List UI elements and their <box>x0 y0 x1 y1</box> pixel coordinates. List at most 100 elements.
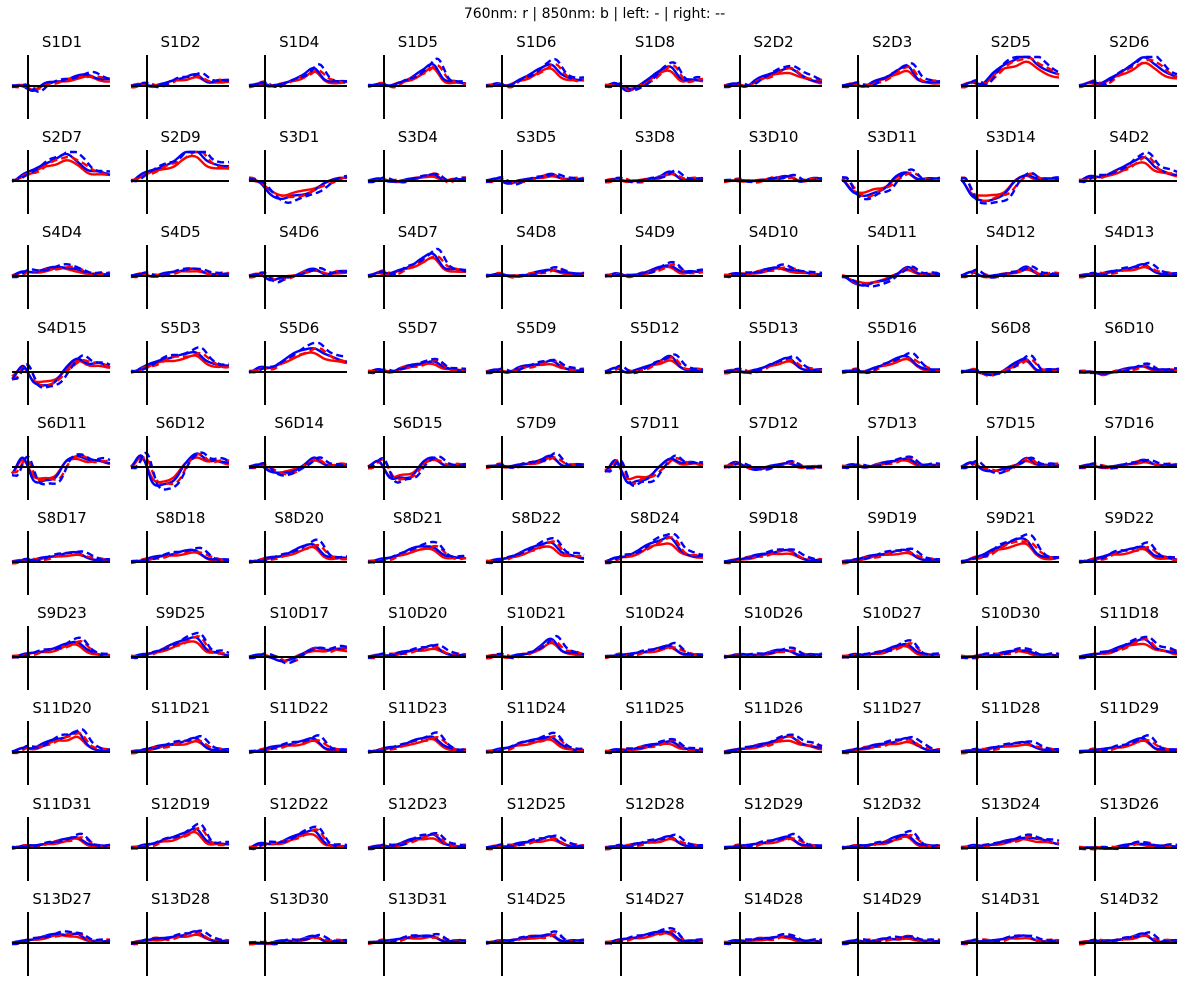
subplot-axes <box>248 245 348 310</box>
subplot-axes <box>841 435 941 500</box>
subplot-axes <box>1079 55 1178 119</box>
subplot-title: S10D17 <box>269 604 329 623</box>
subplot-s4d10: S4D10 <box>723 223 824 313</box>
subplot-axes <box>486 816 585 881</box>
subplot-s4d8: S4D8 <box>486 223 586 313</box>
subplot-s14d29: S14D29 <box>841 890 942 980</box>
subplot-title: S4D4 <box>41 223 83 242</box>
subplot-title: S9D21 <box>985 509 1036 527</box>
subplot-s8d17: S8D17 <box>11 509 112 599</box>
trace-850nm-right <box>486 929 585 944</box>
subplot-s5d13: S5D13 <box>723 318 824 409</box>
subplot-title: S14D25 <box>506 889 567 908</box>
subplot-s14d27: S14D27 <box>604 889 705 980</box>
subplot-title: S4D13 <box>1104 223 1155 242</box>
subplot-title: S14D27 <box>625 889 685 908</box>
subplot-s7d12: S7D12 <box>723 414 824 504</box>
trace-850nm-right <box>960 171 1059 205</box>
subplot-axes <box>248 55 348 119</box>
subplot-axes <box>130 721 229 786</box>
trace-760nm-right <box>367 832 466 850</box>
trace-850nm-right <box>841 639 941 659</box>
subplot-title: S7D13 <box>867 413 918 432</box>
trace-850nm-right <box>604 641 704 658</box>
subplot-axes <box>1079 626 1178 691</box>
subplot-title: S11D31 <box>32 794 92 813</box>
subplot-s1d8: S1D8 <box>604 33 705 123</box>
subplot-title: S11D18 <box>1099 604 1160 623</box>
subplot-title: S12D23 <box>388 794 448 813</box>
subplot-s3d1: S3D1 <box>248 128 349 218</box>
subplot-s2d5: S2D5 <box>960 33 1061 123</box>
subplot-s3d10: S3D10 <box>723 128 824 218</box>
subplot-title: S3D11 <box>867 128 918 147</box>
subplot-s9d22: S9D22 <box>1079 509 1179 599</box>
subplot-s7d11: S7D11 <box>604 414 705 504</box>
subplot-s5d16: S5D16 <box>841 319 942 409</box>
subplot-title: S11D27 <box>862 699 922 718</box>
subplot-s2d7: S2D7 <box>11 128 112 218</box>
subplot-title: S13D26 <box>1099 794 1160 813</box>
subplot-title: S14D31 <box>981 889 1041 908</box>
subplot-axes <box>723 245 822 310</box>
subplot-s3d4: S3D4 <box>367 128 468 218</box>
subplot-title: S3D8 <box>634 128 676 147</box>
subplot-title: S13D31 <box>388 889 448 908</box>
subplot-title: S3D14 <box>985 128 1036 147</box>
subplot-title: S6D15 <box>392 413 443 432</box>
subplot-s2d2: S2D2 <box>723 33 824 123</box>
subplot-title: S6D14 <box>274 413 325 432</box>
subplot-title: S9D22 <box>1104 509 1155 527</box>
subplot-title: S12D19 <box>150 794 211 813</box>
subplot-axes <box>1079 245 1178 310</box>
subplot-title: S1D8 <box>634 33 676 51</box>
subplot-title: S8D22 <box>511 509 562 527</box>
subplot-s7d16: S7D16 <box>1079 414 1179 504</box>
subplot-title: S11D28 <box>981 699 1041 718</box>
subplot-axes <box>604 150 704 215</box>
subplot-s6d14: S6D14 <box>248 413 349 504</box>
subplot-title: S3D5 <box>516 128 557 147</box>
subplot-s1d6: S1D6 <box>486 33 586 123</box>
subplot-s8d20: S8D20 <box>248 509 349 599</box>
subplot-title: S4D15 <box>37 318 87 337</box>
subplot-s7d9: S7D9 <box>486 414 586 504</box>
subplot-axes <box>248 911 348 976</box>
trace-850nm-right <box>960 265 1059 280</box>
subplot-axes <box>367 150 467 215</box>
subplot-s12d29: S12D29 <box>723 794 824 885</box>
subplot-axes <box>11 816 111 881</box>
subplot-axes <box>723 150 822 215</box>
subplot-axes <box>841 55 941 119</box>
subplot-title: S10D24 <box>625 604 685 623</box>
subplot-s12d23: S12D23 <box>367 794 468 885</box>
subplot-axes <box>486 55 585 119</box>
subplot-s12d28: S12D28 <box>604 795 705 885</box>
subplot-title: S14D32 <box>1099 889 1160 908</box>
subplot-axes <box>249 721 348 786</box>
subplot-title: S2D7 <box>41 128 83 147</box>
subplot-s11d26: S11D26 <box>723 699 824 789</box>
trace-850nm-right <box>12 150 111 182</box>
subplot-title: S5D6 <box>279 318 320 337</box>
subplot-title: S7D16 <box>1104 413 1155 432</box>
subplot-title: S6D12 <box>155 413 206 432</box>
subplot-s11d25: S11D25 <box>604 699 705 789</box>
subplot-axes <box>841 531 941 595</box>
subplot-axes <box>486 531 585 595</box>
subplot-axes <box>11 435 111 500</box>
subplot-axes <box>11 721 111 786</box>
subplot-axes <box>960 435 1060 500</box>
subplot-axes <box>129 435 230 500</box>
subplot-title: S1D2 <box>160 33 201 51</box>
subplot-axes <box>11 911 111 976</box>
subplot-title: S2D9 <box>160 128 201 147</box>
subplot-s13d31: S13D31 <box>367 889 468 980</box>
subplot-s10d24: S10D24 <box>604 604 705 694</box>
subplot-title: S12D29 <box>743 794 804 813</box>
subplot-axes <box>1079 531 1178 595</box>
trace-850nm-right <box>723 832 822 848</box>
subplot-s6d15: S6D15 <box>367 413 468 504</box>
subplot-title: S5D13 <box>748 318 799 337</box>
